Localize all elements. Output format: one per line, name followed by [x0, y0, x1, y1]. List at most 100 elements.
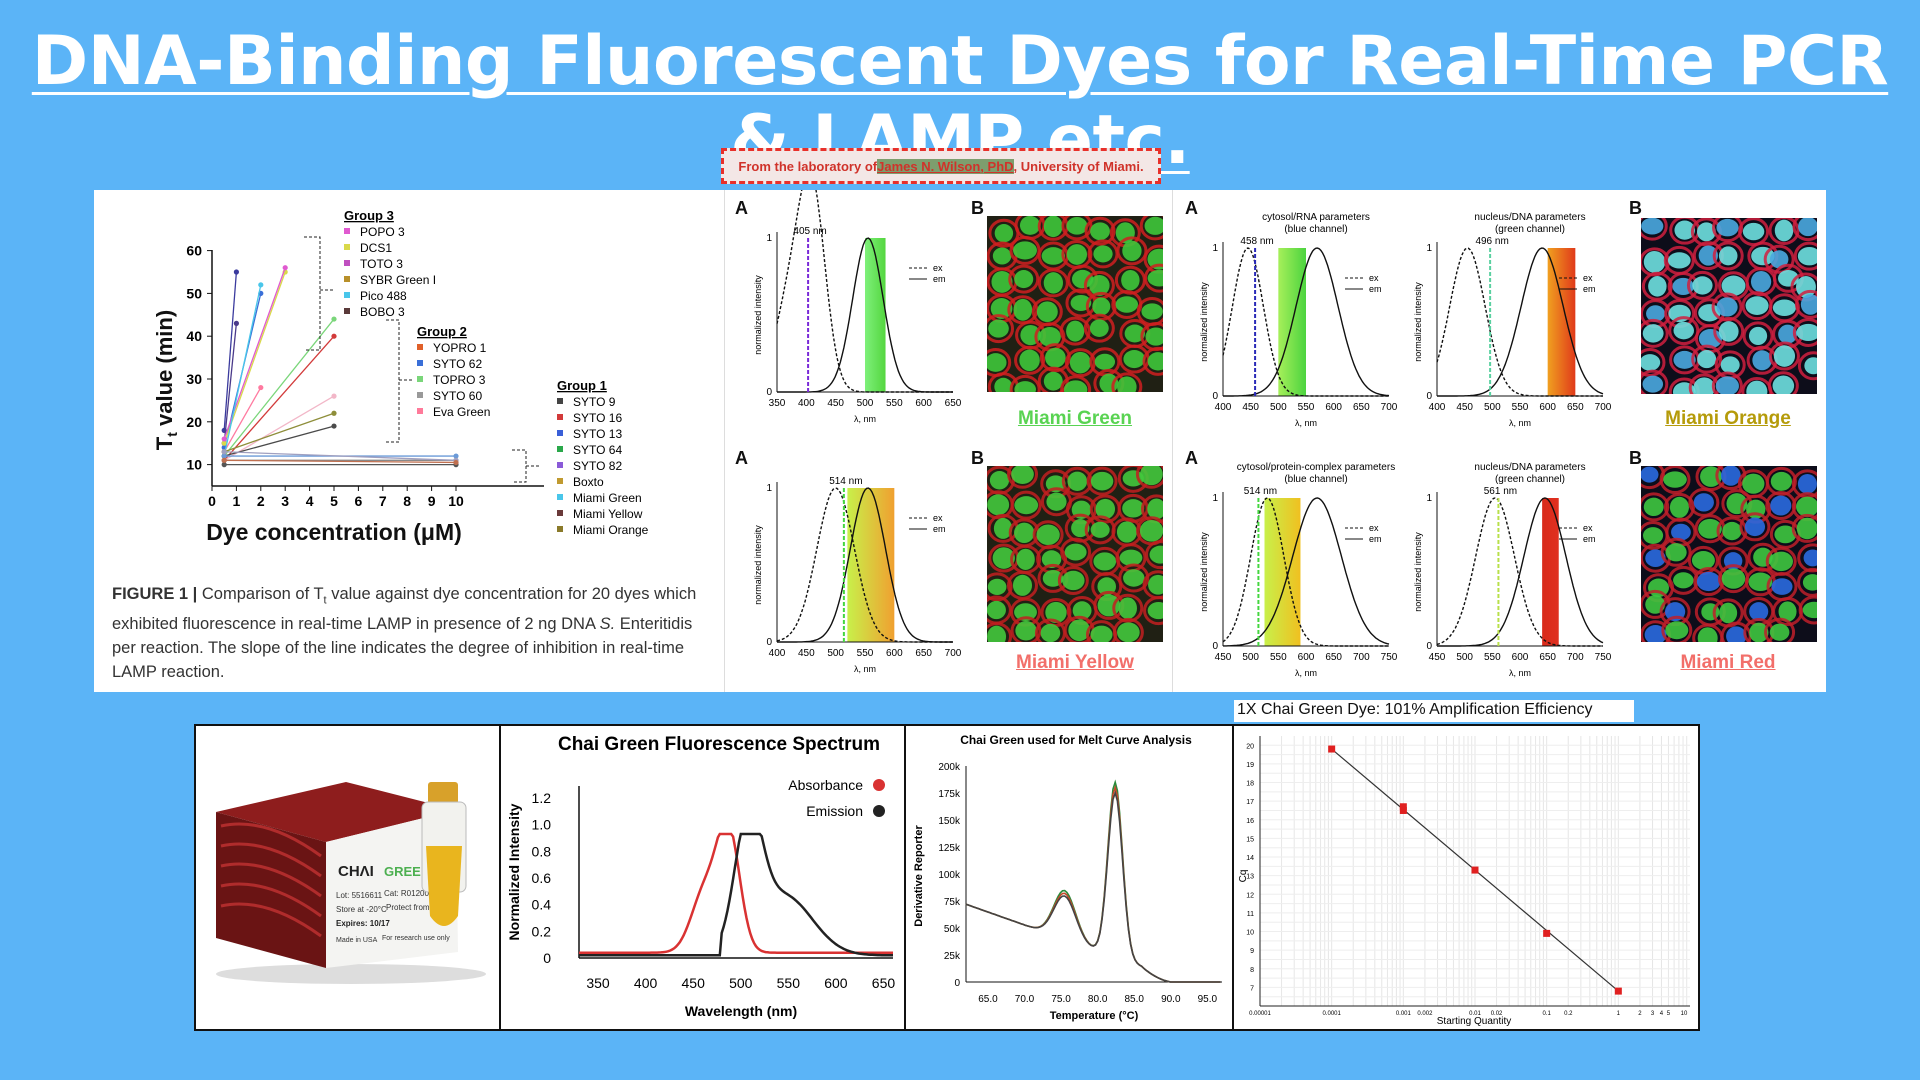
spec-xtick: 500: [1242, 652, 1259, 663]
spec-ylabel: normalized intensity: [1413, 532, 1423, 612]
cell-nucleus: [1063, 380, 1088, 392]
spec-xtick: 600: [886, 648, 903, 659]
fig1-point: [331, 333, 337, 339]
cell-nucleus: [1641, 466, 1659, 483]
product-lot: Lot: 5516611: [336, 891, 383, 900]
spec-xtick: 450: [1429, 652, 1446, 663]
melt-curve-box: Chai Green used for Melt Curve Analysis 0…: [904, 724, 1234, 1031]
fig1-series-line: [224, 451, 457, 461]
product-brand: CHΛI: [338, 863, 374, 880]
eff-point: [1399, 806, 1407, 814]
cell-nucleus: [1147, 352, 1163, 371]
cell-nucleus: [1697, 627, 1718, 642]
cell-nucleus: [1718, 321, 1739, 342]
cell-nucleus: [1014, 496, 1039, 515]
cell-nucleus: [1778, 601, 1797, 622]
miami-green-label[interactable]: Miami Green: [1017, 408, 1133, 429]
fig1-legend-item: SYTO 60: [433, 389, 482, 403]
spectrum-ytick: 1.2: [532, 790, 552, 806]
cell-nucleus: [1012, 574, 1033, 596]
panel-b-label-red: B: [1629, 448, 1642, 468]
spec-xtick: 450: [798, 648, 815, 659]
eff-xlabel: Starting Quantity: [1437, 1016, 1511, 1027]
fig1-ytick: 50: [186, 285, 202, 301]
miami-or-panel: A B 400 450 500 550 600 650 700 0 1 λ, nm normaliz…: [1172, 190, 1826, 692]
emission-curve: [1223, 497, 1390, 647]
legend-ex: ex: [933, 263, 943, 273]
fig1-series-line: [223, 271, 238, 431]
cell-nucleus: [1071, 269, 1094, 289]
panel-a-label-yellow: A: [735, 448, 748, 468]
melt-ytick: 150k: [938, 816, 961, 827]
cell-nucleus: [1749, 602, 1769, 621]
spec-xtick: 550: [1484, 652, 1501, 663]
eff-ytick: 11: [1247, 911, 1254, 918]
spectrum-ytick: 0.8: [532, 843, 552, 859]
cell-nucleus: [1673, 350, 1696, 369]
spec-xtick: 400: [1215, 402, 1232, 413]
eff-xtick: 0.0001: [1322, 1011, 1341, 1017]
spec-xtick: 350: [769, 398, 786, 409]
legend-em: em: [1369, 534, 1382, 544]
fig1-series-line: [223, 323, 238, 444]
cell-nucleus: [1669, 496, 1689, 518]
cell-nucleus: [1041, 247, 1066, 265]
emission-curve: [1223, 247, 1390, 397]
miami-yellow-label[interactable]: Miami Yellow: [1016, 652, 1134, 673]
eff-xtick: 0.001: [1396, 1011, 1412, 1017]
fig1-legend-item: Pico 488: [360, 289, 407, 303]
fig1-legend-marker: [344, 244, 350, 250]
cell-nucleus: [1644, 624, 1667, 642]
spec-xtick: 750: [1595, 652, 1612, 663]
fig1-legend-item: SYTO 62: [433, 357, 482, 371]
cell-nucleus: [1648, 276, 1667, 297]
eff-point: [1399, 803, 1407, 811]
miami-red-label[interactable]: Miami Red: [1680, 652, 1776, 673]
eff-xtick: 0.01: [1469, 1011, 1481, 1017]
miami-orange-label[interactable]: Miami Orange: [1665, 408, 1791, 429]
fig1-series-line: [223, 335, 335, 461]
cell-nucleus: [1019, 216, 1041, 235]
figure1-ylabel-main: T: [152, 436, 177, 450]
cell-nucleus: [1094, 353, 1116, 370]
credit-name-link[interactable]: James N. Wilson, PhD: [877, 158, 1014, 174]
cell-nucleus: [1673, 321, 1694, 340]
spec-ylabel: normalized intensity: [1413, 282, 1423, 362]
cell-nucleus: [1804, 357, 1817, 375]
product-protect: Protect from light: [386, 903, 447, 912]
melt-ytick: 125k: [938, 843, 961, 854]
fig1-ytick: 40: [186, 328, 202, 344]
eff-ytick: 8: [1250, 967, 1254, 974]
legend-absorbance: Absorbance: [788, 777, 863, 793]
cell-nucleus: [1796, 517, 1817, 540]
spectrum-band: [865, 238, 886, 392]
panel-b-label-green: B: [971, 198, 984, 218]
product-illustration: CHΛI GREEN 20x Lot: 5516611 Cat: R01200M…: [216, 782, 486, 984]
fig1-xtick: 4: [306, 493, 314, 509]
melt-xtick: 95.0: [1198, 994, 1218, 1005]
fig1-legend-marker: [344, 228, 350, 234]
spec-xtick: 600: [1325, 402, 1342, 413]
eff-point: [1328, 745, 1336, 753]
spec-xtick: 650: [1539, 652, 1556, 663]
cell-nucleus: [1663, 471, 1687, 488]
cell-nucleus: [1774, 525, 1797, 544]
spectrum-title: Chai Green Fluorescence Spectrum: [558, 734, 880, 755]
slide-title: DNA-Binding Fluorescent Dyes for Real-Ti…: [31, 22, 1889, 180]
cell-nucleus: [1667, 252, 1691, 269]
spec-xtick: 550: [1298, 402, 1315, 413]
panel-b-label-yellow: B: [971, 448, 984, 468]
fig1-series-line: [223, 271, 286, 444]
caption-b: value against dye concentration for 20 d…: [112, 585, 697, 634]
cell-nucleus: [1697, 350, 1717, 369]
miami-orange-micrograph: [1641, 218, 1817, 394]
fig1-point: [331, 393, 337, 399]
spec-xtick: 600: [1512, 652, 1529, 663]
cell-nucleus: [1698, 245, 1718, 266]
cell-nucleus: [1036, 524, 1060, 546]
spec-xtick: 400: [769, 648, 786, 659]
melt-title: Chai Green used for Melt Curve Analysis: [960, 733, 1192, 747]
fig1-xtick: 9: [428, 493, 436, 509]
melt-xtick: 85.0: [1124, 994, 1144, 1005]
spec-ylabel: normalized intensity: [753, 275, 763, 355]
